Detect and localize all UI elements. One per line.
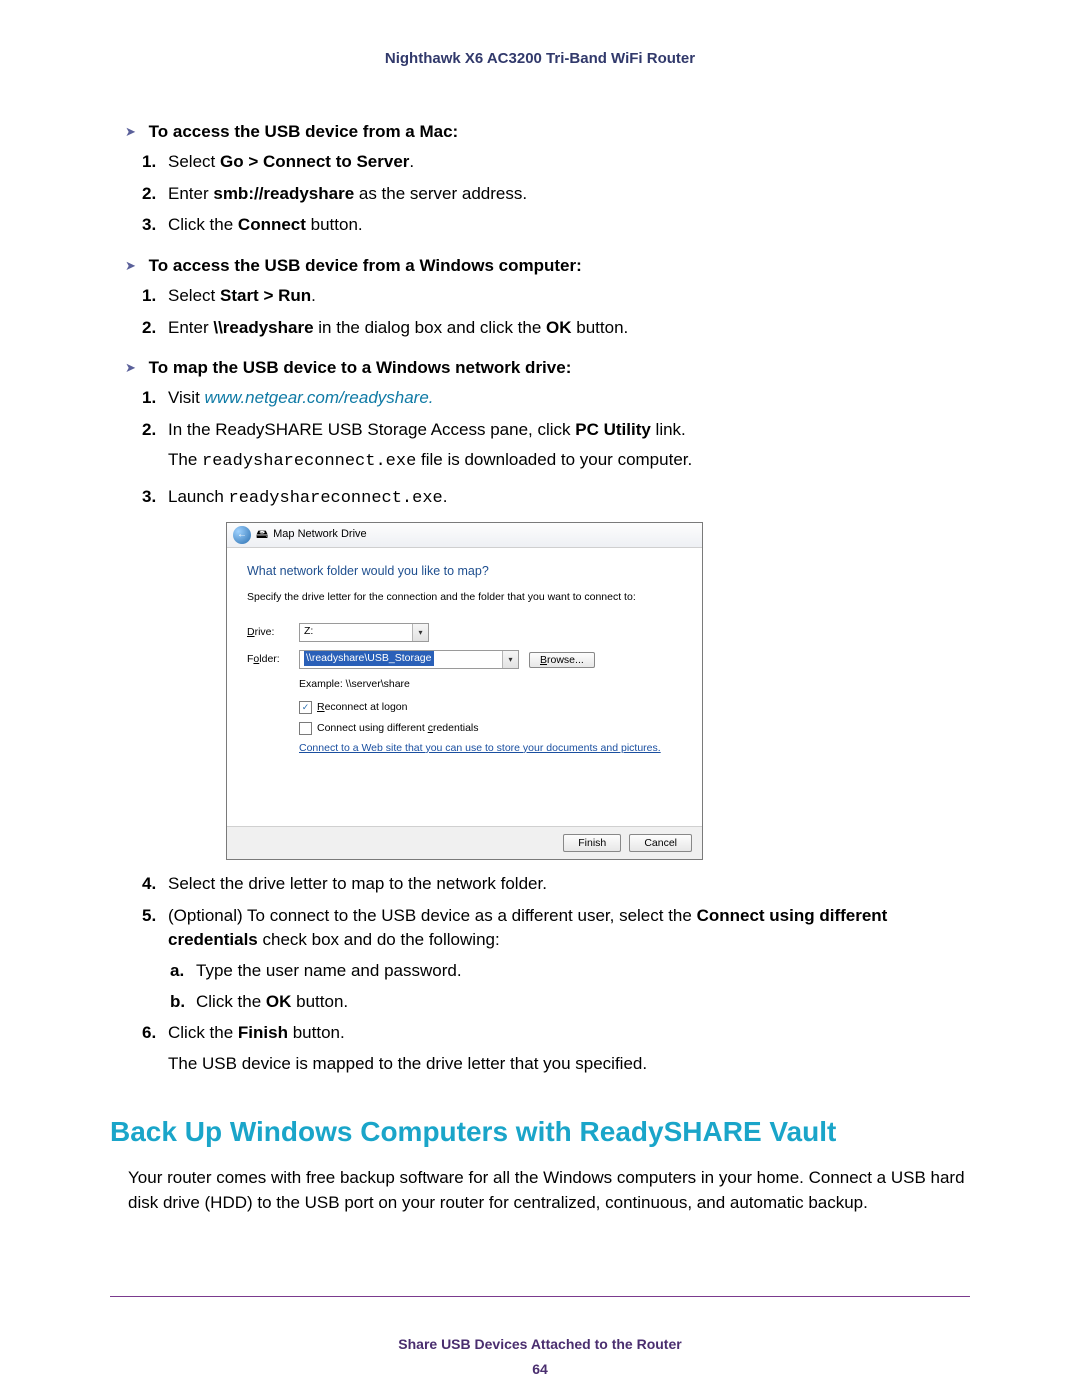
checkbox-checked-icon[interactable]: ✓ [299, 701, 312, 714]
text-bold: \\readyshare [213, 318, 313, 337]
text-bold: smb://readyshare [213, 184, 354, 203]
arrow-icon: ➤ [125, 124, 136, 140]
section-windows-title: To access the USB device from a Windows … [149, 256, 582, 275]
text: Click the [168, 1023, 238, 1042]
text: The [168, 450, 202, 469]
step: Click the Connect button. [168, 213, 970, 238]
back-icon[interactable]: ← [233, 526, 251, 544]
text: button. [572, 318, 629, 337]
step: In the ReadySHARE USB Storage Access pan… [168, 418, 970, 475]
text-bold: OK [266, 992, 292, 1011]
text: . [311, 286, 316, 305]
footer-text: Share USB Devices Attached to the Router [0, 1336, 1080, 1352]
finish-button[interactable]: Finish [563, 834, 621, 852]
text: in the dialog box and click the [314, 318, 546, 337]
steps-mac: Select Go > Connect to Server. Enter smb… [110, 150, 970, 238]
text-bold: Finish [238, 1023, 288, 1042]
text: as the server address. [354, 184, 527, 203]
text: The USB device is mapped to the drive le… [168, 1052, 970, 1077]
text: Select [168, 152, 220, 171]
dialog-screenshot: ← 🖴 Map Network Drive What network folde… [226, 522, 970, 860]
text: (Optional) To connect to the USB device … [168, 906, 697, 925]
text: button. [288, 1023, 345, 1042]
step: (Optional) To connect to the USB device … [168, 904, 970, 1015]
substeps: Type the user name and password. Click t… [168, 959, 970, 1014]
dialog-subtext: Specify the drive letter for the connect… [247, 590, 682, 605]
text: Select [168, 286, 220, 305]
folder-value: \\readyshare\USB_Storage [304, 651, 434, 666]
arrow-icon: ➤ [125, 258, 136, 274]
step: Enter smb://readyshare as the server add… [168, 182, 970, 207]
heading-readyshare-vault: Back Up Windows Computers with ReadySHAR… [110, 1116, 970, 1148]
text: . [443, 487, 448, 506]
text-bold: OK [546, 318, 572, 337]
steps-windows: Select Start > Run. Enter \\readyshare i… [110, 284, 970, 340]
text: Click the [168, 215, 238, 234]
text: In the ReadySHARE USB Storage Access pan… [168, 420, 575, 439]
text: Visit [168, 388, 205, 407]
step: Select Go > Connect to Server. [168, 150, 970, 175]
text: check box and do the following: [258, 930, 500, 949]
cancel-button[interactable]: Cancel [629, 834, 692, 852]
text: button. [306, 215, 363, 234]
chevron-down-icon: ▾ [502, 651, 518, 668]
steps-map: Visit www.netgear.com/readyshare. In the… [110, 386, 970, 1076]
substep: Click the OK button. [196, 990, 970, 1015]
text: Enter [168, 318, 213, 337]
link-text[interactable]: www.netgear.com/readyshare. [205, 388, 434, 407]
text-bold: PC Utility [575, 420, 651, 439]
step: Select Start > Run. [168, 284, 970, 309]
arrow-icon: ➤ [125, 360, 136, 376]
section-mac: ➤ To access the USB device from a Mac: [125, 122, 970, 142]
section-map-title: To map the USB device to a Windows netwo… [149, 358, 572, 377]
page-number: 64 [0, 1361, 1080, 1377]
step: Launch readyshareconnect.exe. ← 🖴 Map Ne… [168, 485, 970, 860]
dialog-heading: What network folder would you like to ma… [247, 562, 682, 580]
checkbox-icon[interactable] [299, 722, 312, 735]
folder-label: Folder: [247, 652, 289, 667]
text: link. [651, 420, 686, 439]
doc-header: Nighthawk X6 AC3200 Tri-Band WiFi Router [110, 50, 970, 67]
drive-value: Z: [304, 625, 313, 637]
text: Launch [168, 487, 229, 506]
section-map: ➤ To map the USB device to a Windows net… [125, 358, 970, 378]
dialog-title-text: Map Network Drive [273, 527, 367, 543]
text: Click the [196, 992, 266, 1011]
text: file is downloaded to your computer. [416, 450, 692, 469]
example-text: Example: \\server\share [299, 677, 682, 692]
diffcred-row[interactable]: Connect using different credentials [299, 721, 682, 736]
step: Visit www.netgear.com/readyshare. [168, 386, 970, 411]
footer-divider [110, 1296, 970, 1297]
drive-icon: 🖴 [256, 526, 268, 543]
text-mono: readyshareconnect.exe [229, 489, 443, 508]
dialog-titlebar: ← 🖴 Map Network Drive [227, 523, 702, 548]
body-paragraph: Your router comes with free backup softw… [128, 1166, 970, 1215]
text: button. [291, 992, 348, 1011]
substep: Type the user name and password. [196, 959, 970, 984]
text: . [409, 152, 414, 171]
browse-button[interactable]: Browse... [529, 652, 595, 668]
folder-input[interactable]: \\readyshare\USB_Storage ▾ [299, 650, 519, 669]
section-mac-title: To access the USB device from a Mac: [149, 122, 459, 141]
webshare-link[interactable]: Connect to a Web site that you can use t… [299, 741, 682, 756]
text: Enter [168, 184, 213, 203]
reconnect-row[interactable]: ✓ Reconnect at logon [299, 700, 682, 715]
section-windows: ➤ To access the USB device from a Window… [125, 256, 970, 276]
chevron-down-icon: ▾ [412, 624, 428, 641]
text-mono: readyshareconnect.exe [202, 452, 416, 471]
drive-select[interactable]: Z: ▾ [299, 623, 429, 642]
drive-label: Drive: [247, 625, 289, 640]
text-bold: Connect [238, 215, 306, 234]
step: Enter \\readyshare in the dialog box and… [168, 316, 970, 341]
text-bold: Start > Run [220, 286, 311, 305]
step: Select the drive letter to map to the ne… [168, 872, 970, 897]
text-bold: Go > Connect to Server [220, 152, 409, 171]
step: Click the Finish button. The USB device … [168, 1021, 970, 1076]
